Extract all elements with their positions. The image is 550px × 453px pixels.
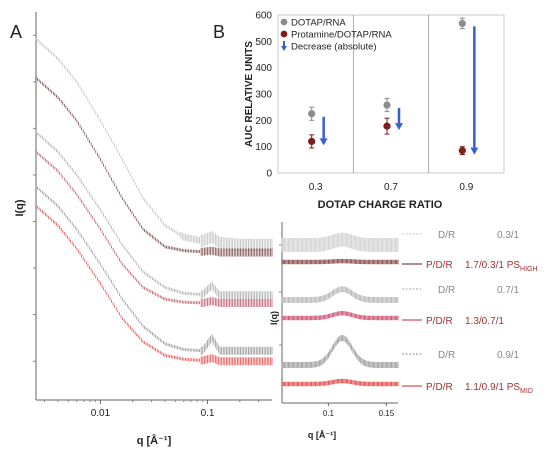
panel-b-grid [277,14,505,174]
inset-ratio-top: 0.3/1 [497,230,520,241]
inset-series [281,232,399,387]
panel-a-ylabel: I(q) [14,199,26,216]
panel-a-x-tick-label: 0.1 [201,408,215,419]
panel-a-x-tick-label: 0.01 [91,408,111,419]
panel-a-series [35,37,273,366]
inset-ratio-bottom: 1.1/0.9/1 PSMID [465,382,533,395]
panel-b-y-tick-label: 200 [255,116,272,127]
panel-b-ticks: 0 100 200 300 400 500 600 0.3 0.7 0.9 [255,11,473,194]
decrease-arrow-head [395,123,403,131]
inset-label-bottom: P/D/R [426,260,453,271]
inset-ratio-bottom: 1.3/0.7/1 [465,316,504,327]
inset-chart: 0.1 0.15 D/R 0.3/1P/D/R 1.7/0.3/1 PSHIGHD/R… [269,222,538,440]
inset-ticks: 0.1 0.15 [279,244,395,418]
panel-a-xlabel: q [Å⁻¹] [137,434,172,447]
panel-b-y-tick-label: 0 [266,169,272,180]
panel-b-ylabel: AUC RELATIVE UNITS [244,41,255,147]
legend-marker [280,18,288,26]
panel-b-y-tick-label: 100 [255,142,272,153]
inset-label-top: D/R [438,350,455,361]
inset-x-tick-label: 0.1 [323,409,335,418]
panel-a-ticks: 0.01 0.1 [33,34,260,419]
panel-b-point [458,147,466,155]
legend-arrow-head [281,46,287,51]
panel-b-frame [277,14,505,174]
inset-label-top: D/R [438,230,455,241]
inset-label-bottom: P/D/R [426,382,453,393]
legend-label: DOTAP/RNA [291,18,346,29]
inset-label-top: D/R [438,285,455,296]
inset-ratio-top: 0.9/1 [497,350,520,361]
panel-b-y-tick-label: 400 [255,63,272,74]
inset-xlabel: q [Å⁻¹] [308,430,336,440]
panel-b-point [308,137,316,145]
panel-b-xlabel: DOTAP CHARGE RATIO [318,199,443,211]
panel-b-point [383,122,391,130]
legend-label: Decrease (absolute) [291,42,377,53]
inset-x-tick-label: 0.15 [379,409,395,418]
inset-labels: D/R 0.3/1 P/D/R 1.7/0.3/1 PSHIGH D/R 0.7/1 P/D… [402,230,538,395]
panel-a-chart: 0.01 0.1 q [Å⁻¹] I(q) [14,12,273,447]
panel-b-x-tick-label: 0.7 [384,182,398,193]
panel-a-letter: A [10,22,22,42]
panel-b-marks [308,17,479,156]
panel-b-x-tick-label: 0.9 [459,182,473,193]
panel-b-y-tick-label: 500 [255,37,272,48]
inset-label-bottom: P/D/R [426,316,453,327]
panel-b-y-tick-label: 300 [255,90,272,101]
panel-b-y-tick-label: 600 [255,11,272,22]
panel-b-point [308,110,316,118]
inset-ylabel: I(q) [269,311,279,325]
panel-b-point [383,101,391,109]
decrease-arrow-head [470,147,479,155]
legend-label: Protamine/DOTAP/RNA [291,30,392,41]
panel-b-x-tick-label: 0.3 [309,182,323,193]
decrease-arrow-head [319,138,328,146]
inset-ratio-top: 0.7/1 [497,285,520,296]
panel-b-chart: 0 100 200 300 400 500 600 0.3 0.7 0.9 DOTAP/RNAPr… [244,11,505,211]
legend-marker [280,30,288,38]
panel-b-point [458,19,466,28]
inset-ratio-bottom: 1.7/0.3/1 PSHIGH [465,260,538,273]
panel-b-letter: B [213,22,225,42]
